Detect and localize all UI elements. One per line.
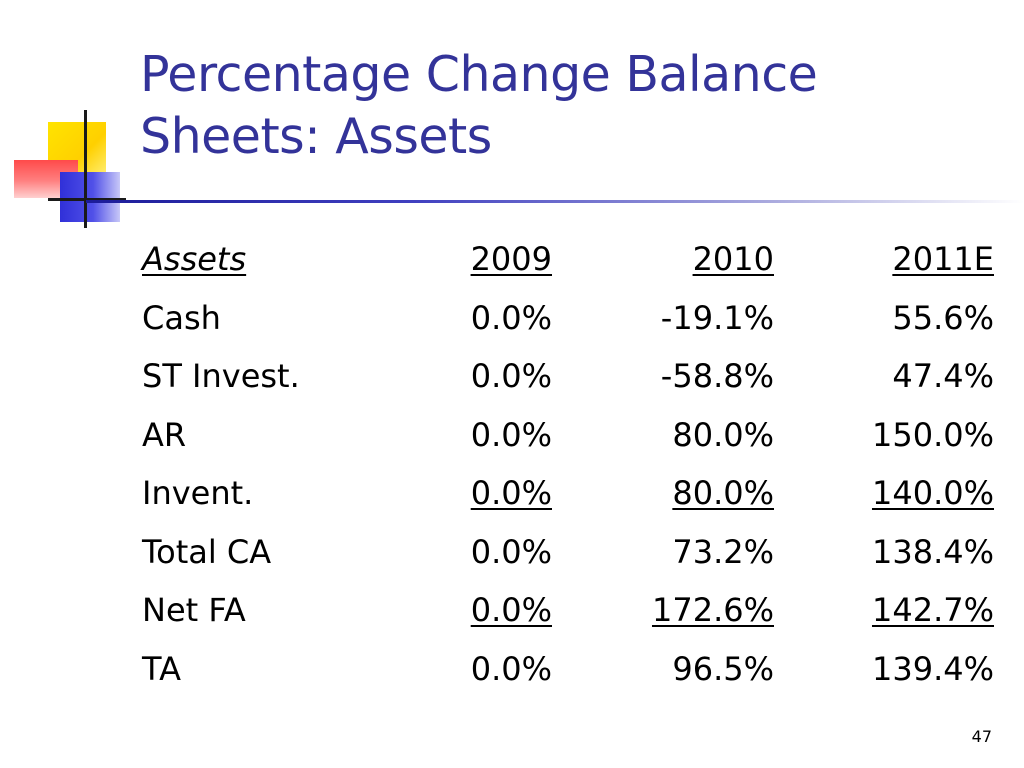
horizontal-line-decoration bbox=[48, 198, 126, 201]
header-assets: Assets bbox=[142, 240, 247, 278]
row-label: Total CA bbox=[142, 532, 272, 571]
cell-2009: 0.0% bbox=[470, 415, 552, 454]
assets-percentage-table: Assets 2009 2010 2011E Cash 0.0% -19.1% … bbox=[142, 232, 994, 700]
table-row: TA 0.0% 96.5% 139.4% bbox=[142, 642, 994, 701]
vertical-line-decoration bbox=[84, 110, 87, 228]
cell-2010: 73.2% bbox=[672, 532, 774, 571]
table-row: AR 0.0% 80.0% 150.0% bbox=[142, 408, 994, 467]
cell-2011e: 142.7% bbox=[871, 591, 994, 629]
cell-2009: 0.0% bbox=[470, 591, 552, 629]
cell-2011e: 150.0% bbox=[871, 415, 994, 454]
cell-2011e: 139.4% bbox=[871, 649, 994, 688]
cell-2010: 96.5% bbox=[672, 649, 774, 688]
slide-page-number: 47 bbox=[971, 727, 992, 746]
cell-2011e: 140.0% bbox=[871, 474, 994, 512]
cell-2011e: 138.4% bbox=[871, 532, 994, 571]
title-line-2: Sheets: Assets bbox=[140, 108, 492, 165]
cell-2009: 0.0% bbox=[470, 532, 552, 571]
title-line-1: Percentage Change Balance bbox=[140, 46, 818, 103]
table-header-row: Assets 2009 2010 2011E bbox=[142, 232, 994, 291]
row-label: Invent. bbox=[142, 474, 254, 512]
row-label: AR bbox=[142, 415, 187, 454]
cell-2009: 0.0% bbox=[470, 298, 552, 337]
table-row: Total CA 0.0% 73.2% 138.4% bbox=[142, 525, 994, 584]
table-row: Cash 0.0% -19.1% 55.6% bbox=[142, 291, 994, 350]
table-row: Invent. 0.0% 80.0% 140.0% bbox=[142, 466, 994, 525]
cell-2011e: 55.6% bbox=[892, 298, 994, 337]
row-label: TA bbox=[142, 649, 181, 688]
blue-square-decoration bbox=[60, 172, 120, 222]
cell-2010: -58.8% bbox=[660, 357, 774, 395]
cell-2009: 0.0% bbox=[470, 474, 552, 512]
table-row: Net FA 0.0% 172.6% 142.7% bbox=[142, 583, 994, 642]
table-row: ST Invest. 0.0% -58.8% 47.4% bbox=[142, 349, 994, 408]
decorative-logo bbox=[0, 0, 150, 240]
cell-2009: 0.0% bbox=[470, 649, 552, 688]
header-2011e: 2011E bbox=[892, 240, 994, 278]
page-title: Percentage Change Balance Sheets: Assets bbox=[140, 44, 1000, 168]
row-label: ST Invest. bbox=[142, 357, 300, 395]
row-label: Net FA bbox=[142, 591, 246, 629]
title-underline-rule bbox=[86, 200, 1024, 203]
cell-2009: 0.0% bbox=[470, 357, 552, 395]
cell-2011e: 47.4% bbox=[892, 357, 994, 395]
cell-2010: 172.6% bbox=[651, 591, 774, 629]
cell-2010: 80.0% bbox=[672, 415, 774, 454]
cell-2010: -19.1% bbox=[660, 298, 774, 337]
header-2010: 2010 bbox=[692, 240, 774, 278]
header-2009: 2009 bbox=[470, 240, 552, 278]
cell-2010: 80.0% bbox=[672, 474, 774, 512]
row-label: Cash bbox=[142, 298, 221, 337]
